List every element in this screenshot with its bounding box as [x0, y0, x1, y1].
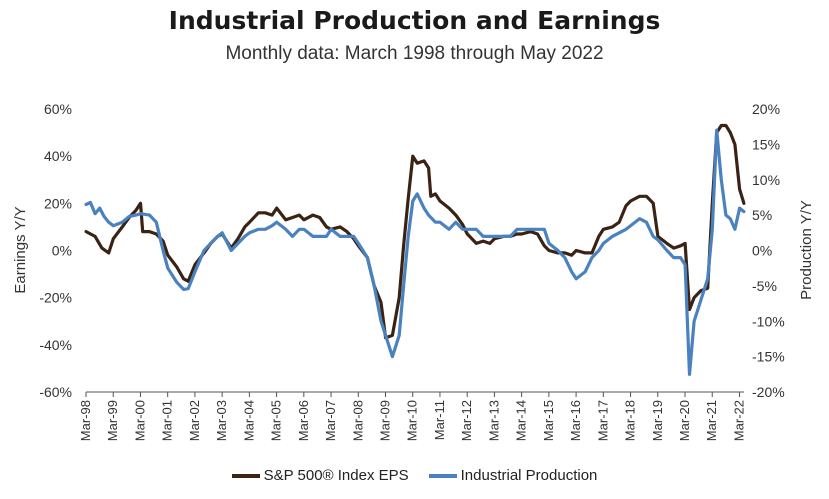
legend-swatch-production	[428, 473, 457, 478]
x-tick-label: Mar-07	[323, 400, 338, 441]
y-left-tick-label: -40%	[39, 337, 72, 353]
y-right-tick-label: 5%	[752, 207, 772, 223]
x-tick-label: Mar-21	[704, 400, 719, 441]
x-tick-label: Mar-10	[405, 400, 420, 441]
x-tick-label: Mar-98	[78, 400, 93, 441]
y-right-tick-label: 15%	[752, 136, 780, 152]
x-tick-label: Mar-13	[486, 400, 501, 441]
series-line-production	[84, 128, 746, 376]
y-left-axis-label: Earnings Y/Y	[12, 206, 29, 293]
y-left-tick-label: 20%	[44, 195, 72, 211]
x-tick-label: Mar-18	[623, 400, 638, 441]
x-tick-label: Mar-00	[132, 400, 147, 441]
y-right-tick-label: 0%	[752, 243, 772, 259]
x-tick-label: Mar-02	[187, 400, 202, 441]
legend: S&P 500® Index EPS Industrial Production	[0, 467, 829, 484]
x-tick-label: Mar-04	[241, 400, 256, 441]
x-tick-label: Mar-19	[650, 400, 665, 441]
x-tick-label: Mar-16	[568, 400, 583, 441]
x-tick-label: Mar-17	[595, 400, 610, 441]
y-right-tick-label: -10%	[752, 313, 785, 329]
legend-label-production: Industrial Production	[460, 467, 598, 484]
legend-item-eps: S&P 500® Index EPS	[231, 467, 409, 484]
y-right-tick-label: 20%	[752, 101, 780, 117]
x-tick-label: Mar-22	[731, 400, 746, 441]
y-left-tick-label: 0%	[52, 243, 72, 259]
y-right-tick-label: 10%	[752, 172, 780, 188]
y-right-tick-label: -5%	[752, 278, 777, 294]
x-tick-label: Mar-03	[214, 400, 229, 441]
y-right-tick-label: -15%	[752, 349, 785, 365]
chart-subtitle: Monthly data: March 1998 through May 202…	[225, 43, 604, 64]
x-tick-label: Mar-09	[378, 400, 393, 441]
y-left-tick-label: -20%	[39, 290, 72, 306]
x-tick-label: Mar-06	[296, 400, 311, 441]
y-left-tick-label: -60%	[39, 384, 72, 400]
x-tick-label: Mar-08	[350, 400, 365, 441]
x-tick-label: Mar-12	[459, 400, 474, 441]
x-tick-label: Mar-01	[160, 400, 175, 441]
x-tick-label: Mar-15	[541, 400, 556, 441]
x-tick-label: Mar-05	[269, 400, 284, 441]
series-line-eps	[84, 123, 746, 340]
y-left-tick-label: 60%	[44, 101, 72, 117]
y-right-tick-label: -20%	[752, 384, 785, 400]
chart-title: Industrial Production and Earnings	[168, 6, 661, 35]
y-right-axis-label: Production Y/Y	[798, 200, 815, 300]
y-left-tick-label: 40%	[44, 148, 72, 164]
legend-item-production: Industrial Production	[428, 467, 598, 484]
x-tick-label: Mar-14	[514, 400, 529, 441]
x-tick-label: Mar-20	[677, 400, 692, 441]
legend-swatch-eps	[231, 473, 260, 478]
legend-label-eps: S&P 500® Index EPS	[263, 467, 409, 484]
x-tick-label: Mar-11	[432, 400, 447, 440]
x-tick-label: Mar-99	[105, 400, 120, 441]
